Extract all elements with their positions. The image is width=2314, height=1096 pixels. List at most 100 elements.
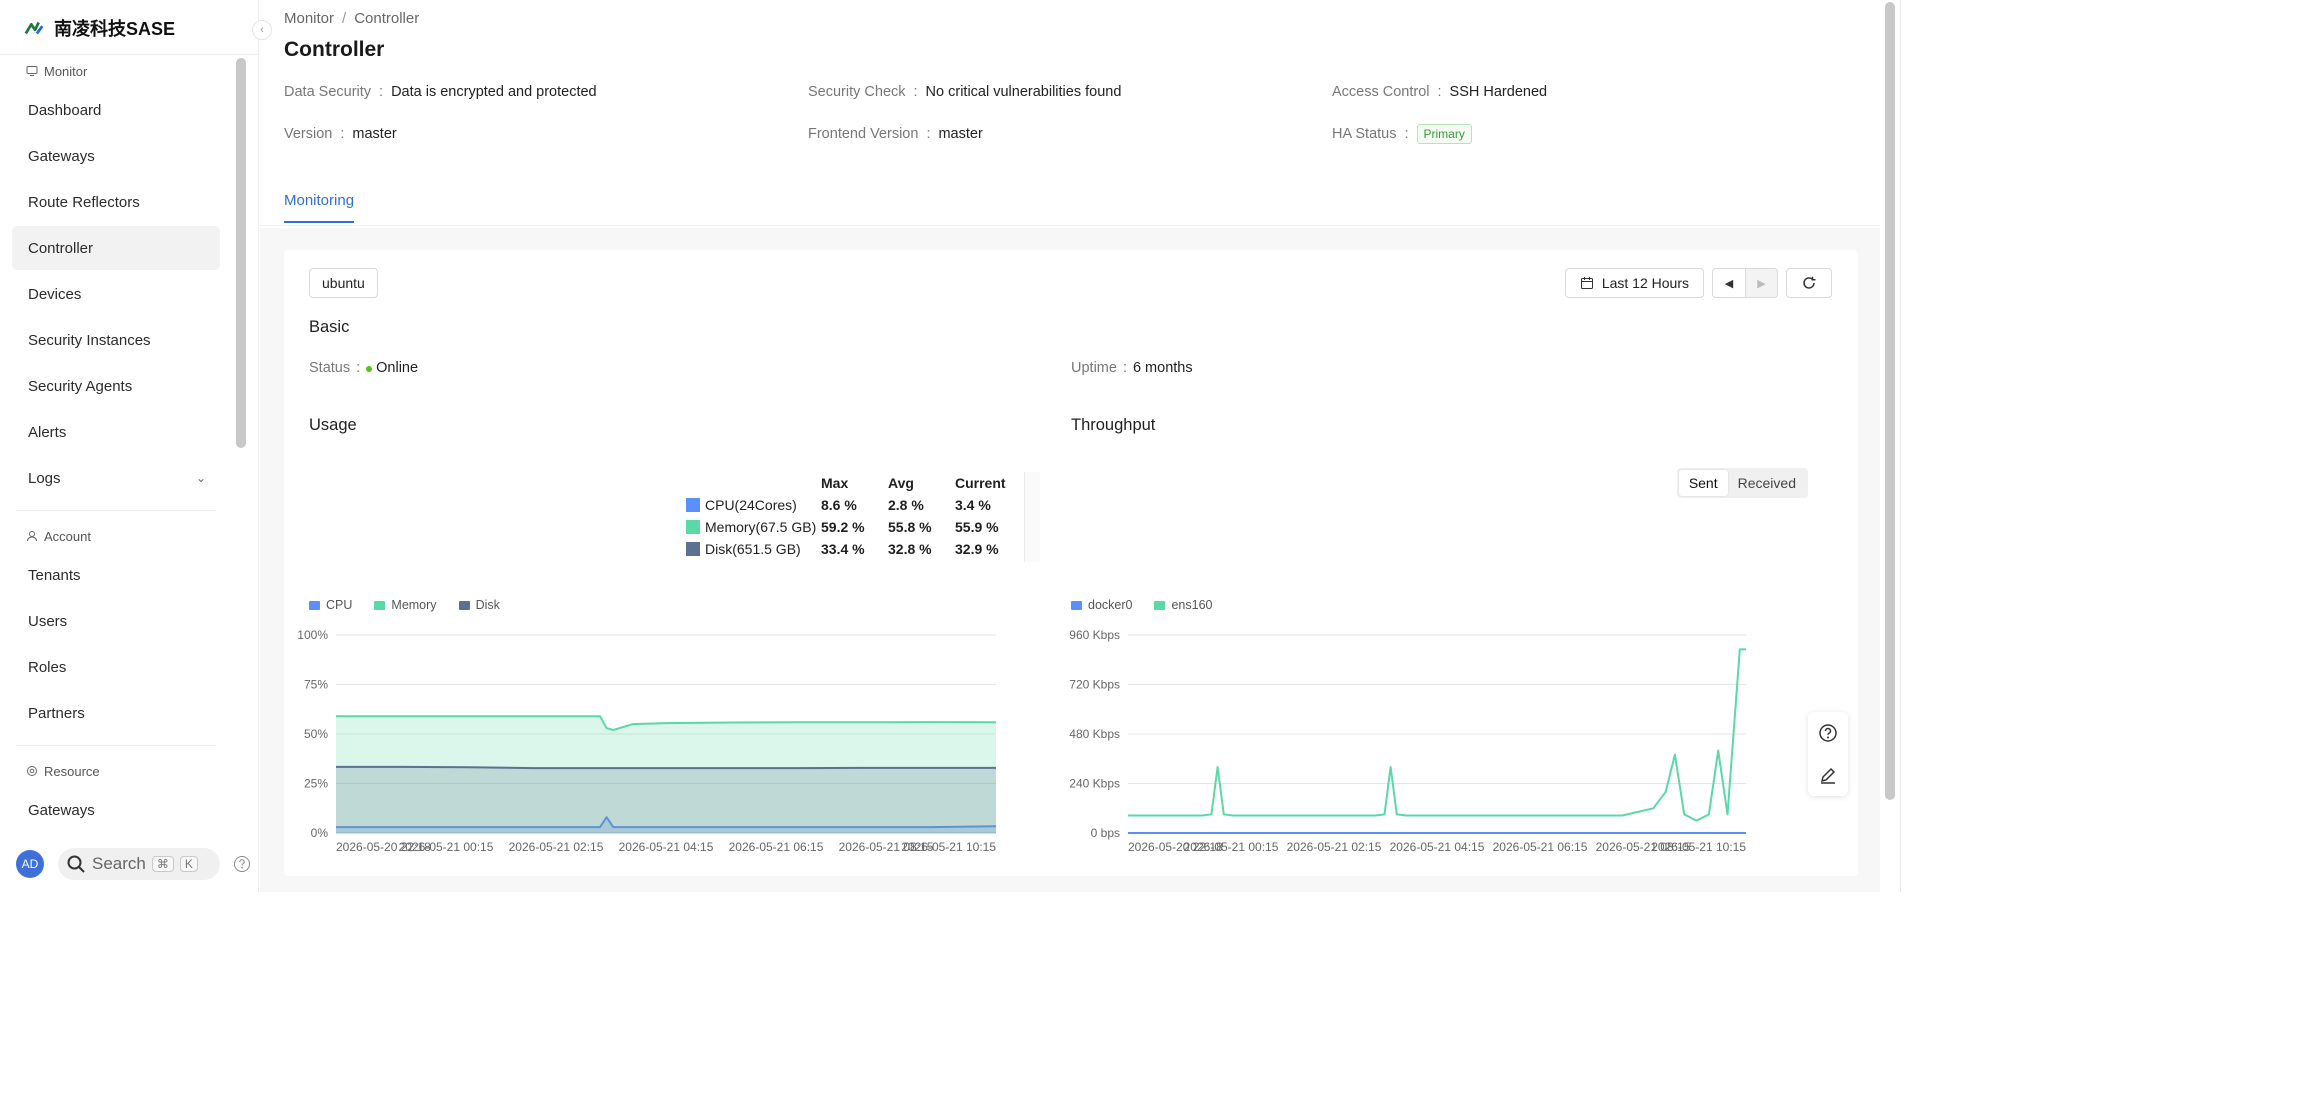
sidebar-item-dashboard[interactable]: Dashboard bbox=[28, 101, 102, 119]
memory-swatch bbox=[686, 520, 700, 534]
x-tick-label: 2026-05-21 06:15 bbox=[729, 840, 824, 854]
sidebar-scrollbar[interactable] bbox=[236, 58, 246, 448]
search-button[interactable]: Search ⌘ K bbox=[58, 848, 220, 880]
collapse-sidebar-button[interactable]: ‹ bbox=[252, 20, 272, 40]
table-row: Disk(651.5 GB) 33.4 % 32.8 % 32.9 % bbox=[686, 538, 1023, 560]
x-tick-label: 2026-05-21 08:15 bbox=[839, 840, 934, 854]
refresh-icon bbox=[1803, 276, 1816, 289]
y-tick-label: 50% bbox=[304, 727, 328, 741]
sidebar-item-logs[interactable]: Logs ⌄ bbox=[12, 456, 220, 500]
time-toolbar: Last 12 Hours ◀ ▶ bbox=[1564, 268, 1832, 298]
sidebar-item-security-agents[interactable]: Security Agents bbox=[28, 377, 133, 395]
time-shift-buttons: ◀ ▶ bbox=[1712, 268, 1778, 298]
main-content: Monitor / Controller Controller Data Sec… bbox=[260, 0, 1880, 892]
y-tick-label: 0 bps bbox=[1091, 826, 1120, 840]
avatar[interactable]: AD bbox=[16, 850, 44, 878]
resource-icon bbox=[27, 766, 37, 776]
legend-swatch bbox=[309, 600, 320, 610]
description-row: Version: master Frontend Version: master… bbox=[284, 124, 1864, 144]
host-select[interactable]: ubuntu bbox=[309, 268, 378, 298]
shortcut-key: ⌘ bbox=[151, 856, 174, 872]
shortcut-key: K bbox=[179, 856, 198, 872]
user-icon bbox=[27, 531, 37, 542]
refresh-button[interactable] bbox=[1786, 268, 1832, 298]
throughput-legend: docker0 ens160 bbox=[1071, 598, 1213, 612]
floating-toolbar bbox=[1808, 712, 1848, 796]
sidebar-item-devices[interactable]: Devices bbox=[28, 285, 82, 303]
monitoring-panel: ubuntu Last 12 Hours ◀ ▶ Basic bbox=[284, 250, 1858, 876]
sidebar-item-partners[interactable]: Partners bbox=[28, 704, 85, 722]
brand-logo-icon bbox=[24, 21, 44, 35]
sidebar-item-roles[interactable]: Roles bbox=[28, 658, 67, 676]
help-button[interactable] bbox=[1808, 712, 1848, 754]
description-row: Data Security: Data is encrypted and pro… bbox=[284, 84, 1864, 100]
page-title: Controller bbox=[284, 38, 385, 61]
tabs: Monitoring bbox=[284, 192, 355, 226]
status-value: Online bbox=[366, 360, 418, 376]
sidebar-item-users[interactable]: Users bbox=[28, 612, 68, 630]
breadcrumb-monitor[interactable]: Monitor bbox=[284, 10, 335, 27]
legend-swatch bbox=[1071, 600, 1082, 610]
nav-group-resource: Resource bbox=[0, 756, 232, 786]
divider bbox=[16, 745, 216, 746]
tab-monitoring[interactable]: Monitoring bbox=[284, 192, 355, 223]
table-row: CPU(24Cores) 8.6 % 2.8 % 3.4 % bbox=[686, 494, 1023, 516]
sidebar-item-controller[interactable]: Controller bbox=[12, 226, 220, 270]
sidebar-item-route-reflectors[interactable]: Route Reflectors bbox=[28, 193, 140, 211]
legend-item-disk[interactable]: Disk bbox=[458, 598, 500, 612]
received-option[interactable]: Received bbox=[1737, 475, 1796, 491]
throughput-title: Throughput bbox=[1071, 416, 1156, 434]
security-check-item: Security Check: No critical vulnerabilit… bbox=[808, 84, 1122, 100]
nav-group-account: Account bbox=[0, 521, 232, 551]
legend-item-ens160[interactable]: ens160 bbox=[1154, 598, 1213, 612]
legend-item-memory[interactable]: Memory bbox=[374, 598, 437, 612]
x-tick-label: 2026-05-21 00:15 bbox=[399, 840, 494, 854]
sidebar-item-gateways[interactable]: Gateways bbox=[28, 147, 95, 165]
calendar-icon bbox=[1580, 277, 1593, 289]
sidebar-item-tenants[interactable]: Tenants bbox=[28, 566, 81, 584]
chevron-down-icon: ⌄ bbox=[195, 471, 206, 485]
legend-item-cpu[interactable]: CPU bbox=[309, 598, 352, 612]
series-area-disk bbox=[336, 766, 996, 833]
sent-option[interactable]: Sent bbox=[1678, 470, 1728, 496]
legend-item-docker0[interactable]: docker0 bbox=[1071, 598, 1132, 612]
uptime-item: Uptime: 6 months bbox=[1071, 360, 1193, 376]
status-badge: Primary bbox=[1416, 124, 1472, 144]
time-range-picker[interactable]: Last 12 Hours bbox=[1564, 268, 1704, 298]
main-scrollbar[interactable] bbox=[1885, 2, 1895, 800]
x-tick-label: 2026-05-20 22:18 bbox=[336, 840, 431, 854]
series-line-ens160 bbox=[1128, 648, 1746, 822]
breadcrumb-separator: / bbox=[342, 10, 347, 27]
frontend-version-item: Frontend Version: master bbox=[808, 126, 983, 142]
sidebar-item-resource-gateways[interactable]: Gateways bbox=[28, 801, 95, 819]
brand-name: 南凌科技SASE bbox=[54, 19, 176, 39]
legend-swatch bbox=[374, 600, 386, 610]
table-scroll-edge bbox=[1024, 472, 1040, 562]
status-item: Status: Online bbox=[309, 360, 419, 376]
table-header: Max Avg Current bbox=[821, 475, 1006, 491]
cpu-swatch bbox=[686, 498, 700, 512]
usage-chart: 100%75%50%25%0%2026-05-20 22:182026-05-2… bbox=[297, 628, 996, 854]
sidebar-item-security-instances[interactable]: Security Instances bbox=[28, 331, 151, 349]
help-icon bbox=[1819, 724, 1837, 742]
brand[interactable]: 南凌科技SASE bbox=[24, 14, 175, 42]
edit-button[interactable] bbox=[1808, 754, 1848, 796]
version-item: Version: master bbox=[284, 126, 397, 142]
y-tick-label: 75% bbox=[304, 678, 328, 692]
online-dot bbox=[366, 366, 373, 372]
monitor-icon bbox=[26, 66, 38, 76]
access-control-item: Access Control: SSH Hardened bbox=[1332, 84, 1548, 100]
next-period-button[interactable]: ▶ bbox=[1745, 269, 1777, 297]
app-window: 南凌科技SASE Monitor Dashboard Gateways Rout… bbox=[0, 0, 1901, 892]
usage-table: Max Avg Current CPU(24Cores) 8.6 % 2.8 %… bbox=[686, 472, 1023, 560]
x-tick-label: 2026-05-21 02:15 bbox=[509, 840, 604, 854]
sidebar-item-alerts[interactable]: Alerts bbox=[28, 423, 67, 441]
y-tick-label: 0% bbox=[311, 826, 329, 840]
usage-legend: CPU Memory Disk bbox=[309, 598, 500, 612]
y-tick-label: 100% bbox=[297, 628, 328, 642]
throughput-chart: 960 Kbps 720 Kbps 480 Kbps 240 Kbps 0 bps 202… bbox=[1069, 628, 1746, 854]
chevron-left-icon: ‹ bbox=[260, 24, 264, 36]
previous-period-button[interactable]: ◀ bbox=[1724, 277, 1734, 290]
help-icon[interactable] bbox=[233, 855, 251, 873]
search-icon bbox=[67, 855, 85, 873]
